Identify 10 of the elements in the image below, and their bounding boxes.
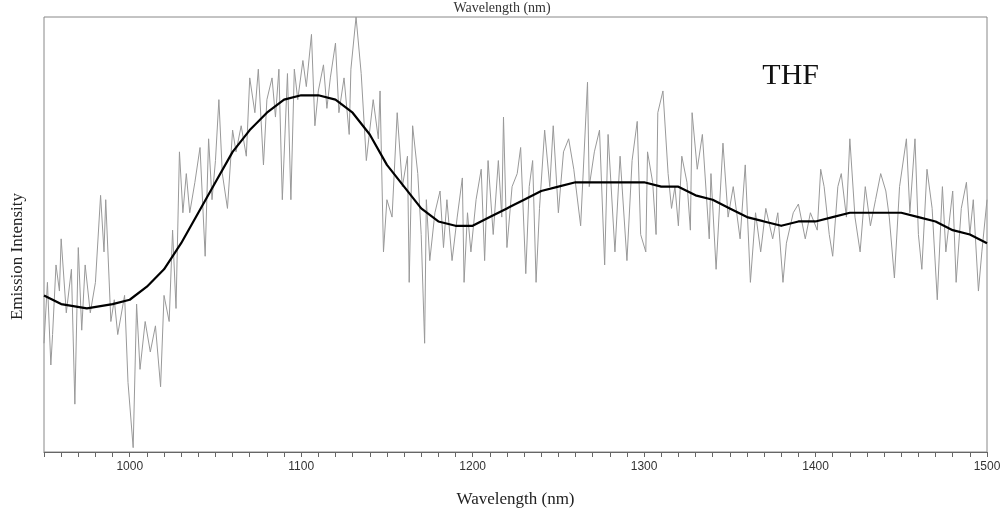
x-tick-label: 1000 <box>116 459 144 473</box>
x-axis-title: Wavelength (nm) <box>456 489 575 508</box>
text: Wavelength (nm) <box>453 0 551 16</box>
annotation: THF <box>762 56 820 90</box>
x-tick-label: 1500 <box>973 459 1001 473</box>
x-tick-label: 1200 <box>459 459 487 473</box>
x-tick-label: 1300 <box>630 459 658 473</box>
y-axis-title: Emission Intensity <box>7 192 26 321</box>
x-tick-label: 1400 <box>802 459 830 473</box>
x-tick-label: 1100 <box>288 459 315 473</box>
